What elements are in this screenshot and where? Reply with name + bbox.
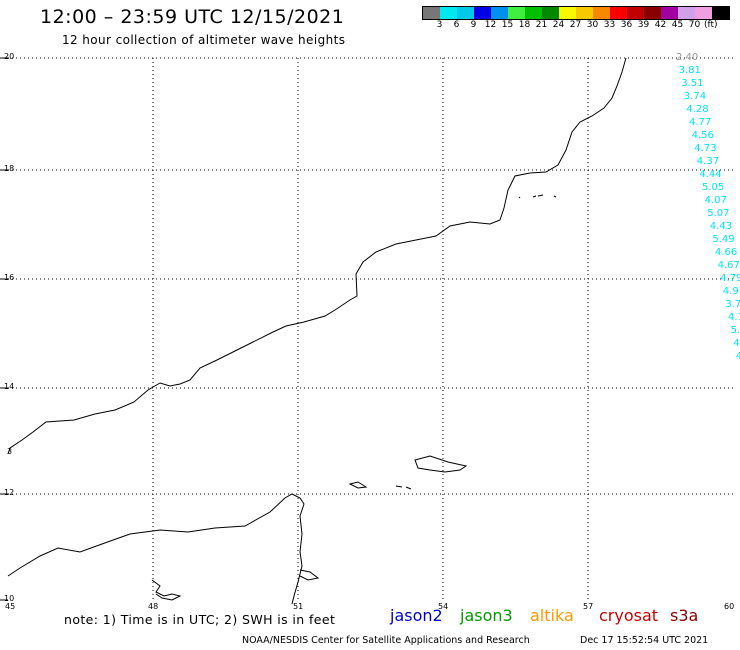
- ras-hafun: [299, 569, 320, 581]
- legend-swatch: [542, 7, 559, 19]
- legend-swatch: [661, 7, 678, 19]
- map-gridlines: [0, 57, 733, 601]
- legend-swatch: [644, 7, 661, 19]
- legend-swatch: [610, 7, 627, 19]
- satellite-label: altika: [530, 606, 574, 625]
- legend-swatch: [712, 7, 729, 19]
- legend-swatch: [559, 7, 576, 19]
- kuria-muria-islands: [518, 194, 557, 199]
- legend-label: 27: [569, 20, 582, 30]
- legend-label: 12: [484, 20, 497, 30]
- legend-swatch: [678, 7, 695, 19]
- wave-height-legend: 3 6 9 12 15 18 21 24 27 30 33 36 39 42 45 70 (ft): [422, 6, 730, 32]
- legend-label: 3: [436, 20, 443, 30]
- legend-swatch: [525, 7, 542, 19]
- longitude-label: 51: [293, 602, 304, 611]
- latitude-label: 14: [4, 382, 15, 391]
- legend-label: 6: [453, 20, 460, 30]
- legend-label: 70: [688, 20, 701, 30]
- map-subtitle: 12 hour collection of altimeter wave hei…: [62, 33, 346, 47]
- legend-swatch: [593, 7, 610, 19]
- satellite-label: cryosat: [599, 606, 659, 625]
- satellite-label: s3a: [670, 606, 699, 625]
- longitude-label: 45: [5, 602, 16, 611]
- latitude-label: 16: [4, 273, 15, 282]
- latitude-label: 20: [4, 52, 15, 61]
- brothers-islands: [395, 485, 412, 490]
- legend-label: 15: [501, 20, 514, 30]
- legend-swatch: [627, 7, 644, 19]
- footer-note: note: 1) Time is in UTC; 2) SWH is in fe…: [64, 612, 336, 627]
- somali-coast: [7, 493, 305, 605]
- latitude-label: 10: [4, 594, 15, 603]
- longitude-label: 57: [583, 602, 594, 611]
- legend-swatch: [474, 7, 491, 19]
- footer-timestamp: Dec 17 15:52:54 UTC 2021: [580, 635, 709, 646]
- legend-label: 21: [535, 20, 548, 30]
- abd-al-kuri-island: [348, 481, 368, 489]
- latitude-label: 18: [4, 164, 15, 173]
- legend-label: 9: [470, 20, 477, 30]
- coast-annotation: 3: [7, 447, 13, 456]
- legend-swatch: [508, 7, 525, 19]
- legend-unit: (ft): [704, 20, 718, 30]
- footer-credit: NOAA/NESDIS Center for Satellite Applica…: [242, 635, 530, 646]
- satellite-label: jason3: [460, 606, 513, 625]
- legend-label: 33: [603, 20, 616, 30]
- legend-label: 36: [620, 20, 633, 30]
- map-title: 12:00 – 23:59 UTC 12/15/2021: [40, 6, 345, 28]
- coastal-islet-south: [151, 579, 182, 601]
- socotra-island: [414, 455, 468, 473]
- longitude-label: 48: [148, 602, 159, 611]
- legend-swatch: [440, 7, 457, 19]
- arabian-coast: [7, 57, 627, 455]
- legend-label: 42: [654, 20, 667, 30]
- coastline: [7, 57, 627, 605]
- longitude-label: 60: [724, 602, 735, 611]
- legend-label: 39: [637, 20, 650, 30]
- longitude-label: 54: [438, 602, 449, 611]
- legend-labels: 3 6 9 12 15 18 21 24 27 30 33 36 39 42 45 70 (ft): [431, 20, 730, 32]
- legend-swatch: [423, 7, 440, 19]
- latitude-label: 12: [4, 488, 15, 497]
- legend-swatch: [695, 7, 712, 19]
- satellite-label: jason2: [390, 606, 443, 625]
- legend-swatch: [576, 7, 593, 19]
- legend-label: 45: [671, 20, 684, 30]
- legend-swatch: [457, 7, 474, 19]
- legend-swatch: [491, 7, 508, 19]
- legend-color-bar: [422, 6, 730, 20]
- legend-label: 18: [518, 20, 531, 30]
- legend-label: 24: [552, 20, 565, 30]
- legend-label: 30: [586, 20, 599, 30]
